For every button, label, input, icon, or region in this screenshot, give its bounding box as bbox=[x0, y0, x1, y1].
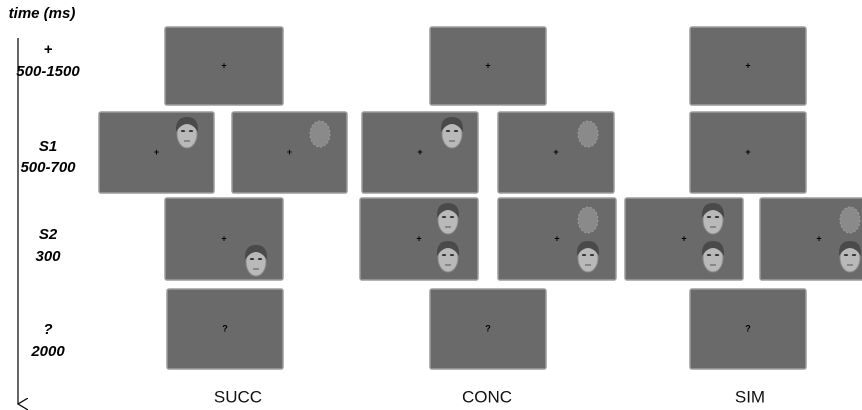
fixation-cross: + bbox=[221, 233, 226, 243]
face-eye bbox=[454, 130, 458, 132]
scrambled-face bbox=[310, 121, 330, 147]
row-label: S2 bbox=[39, 226, 58, 243]
screen: + bbox=[232, 112, 347, 193]
face-eye bbox=[442, 216, 446, 218]
screen: + bbox=[760, 198, 862, 280]
screen: + bbox=[362, 112, 478, 193]
response-prompt: ? bbox=[745, 323, 751, 333]
row-duration: 2000 bbox=[30, 343, 65, 360]
screen: + bbox=[690, 27, 806, 105]
fixation-cross: + bbox=[287, 147, 292, 157]
fixation-cross: + bbox=[681, 233, 686, 243]
face-eye bbox=[707, 216, 711, 218]
response-prompt: ? bbox=[222, 323, 228, 333]
condition-label: CONC bbox=[462, 387, 512, 406]
fixation-cross: + bbox=[221, 60, 226, 70]
fixation-cross: + bbox=[485, 60, 490, 70]
row-label: + bbox=[44, 41, 53, 58]
face-eye bbox=[844, 254, 848, 256]
fixation-cross: + bbox=[154, 147, 159, 157]
face-eye bbox=[442, 254, 446, 256]
face-eye bbox=[707, 254, 711, 256]
screen: + bbox=[690, 112, 806, 193]
row-label: S1 bbox=[39, 138, 57, 155]
screen: + bbox=[625, 198, 743, 280]
screen: + bbox=[498, 198, 616, 280]
screen: + bbox=[99, 112, 214, 193]
face-eye bbox=[715, 216, 719, 218]
fixation-cross: + bbox=[816, 233, 821, 243]
paradigm-diagram: time (ms) + + + + + + + + + + + + +??? +500-1500 S1 50… bbox=[0, 0, 862, 410]
screen: + bbox=[165, 198, 283, 280]
screen: + bbox=[360, 198, 478, 280]
fixation-cross: + bbox=[416, 233, 421, 243]
face-eye bbox=[582, 254, 586, 256]
face-eye bbox=[715, 254, 719, 256]
screen: ? bbox=[690, 289, 806, 369]
row-duration: 500-1500 bbox=[16, 63, 80, 80]
condition-label: SUCC bbox=[214, 387, 262, 406]
fixation-cross: + bbox=[745, 60, 750, 70]
row-label: ? bbox=[43, 321, 52, 338]
face-eye bbox=[450, 216, 454, 218]
fixation-cross: + bbox=[417, 147, 422, 157]
face-eye bbox=[258, 258, 262, 260]
face-eye bbox=[446, 130, 450, 132]
scrambled-face bbox=[578, 207, 598, 233]
response-prompt: ? bbox=[485, 323, 491, 333]
screen: + bbox=[165, 27, 283, 105]
face-eye bbox=[189, 130, 193, 132]
screen: ? bbox=[167, 289, 283, 369]
fixation-cross: + bbox=[745, 147, 750, 157]
face-eye bbox=[181, 130, 185, 132]
time-label: time (ms) bbox=[9, 5, 76, 22]
row-duration: 500-700 bbox=[20, 159, 76, 176]
face-eye bbox=[250, 258, 254, 260]
fixation-cross: + bbox=[553, 147, 558, 157]
face-eye bbox=[450, 254, 454, 256]
face-eye bbox=[590, 254, 594, 256]
scrambled-face bbox=[578, 121, 598, 147]
fixation-cross: + bbox=[554, 233, 559, 243]
condition-label: SIM bbox=[735, 387, 765, 406]
row-duration: 300 bbox=[35, 248, 61, 265]
screen: + bbox=[498, 112, 614, 193]
face-eye bbox=[852, 254, 856, 256]
scrambled-face bbox=[840, 207, 860, 233]
screen: ? bbox=[430, 289, 546, 369]
screen: + bbox=[430, 27, 546, 105]
